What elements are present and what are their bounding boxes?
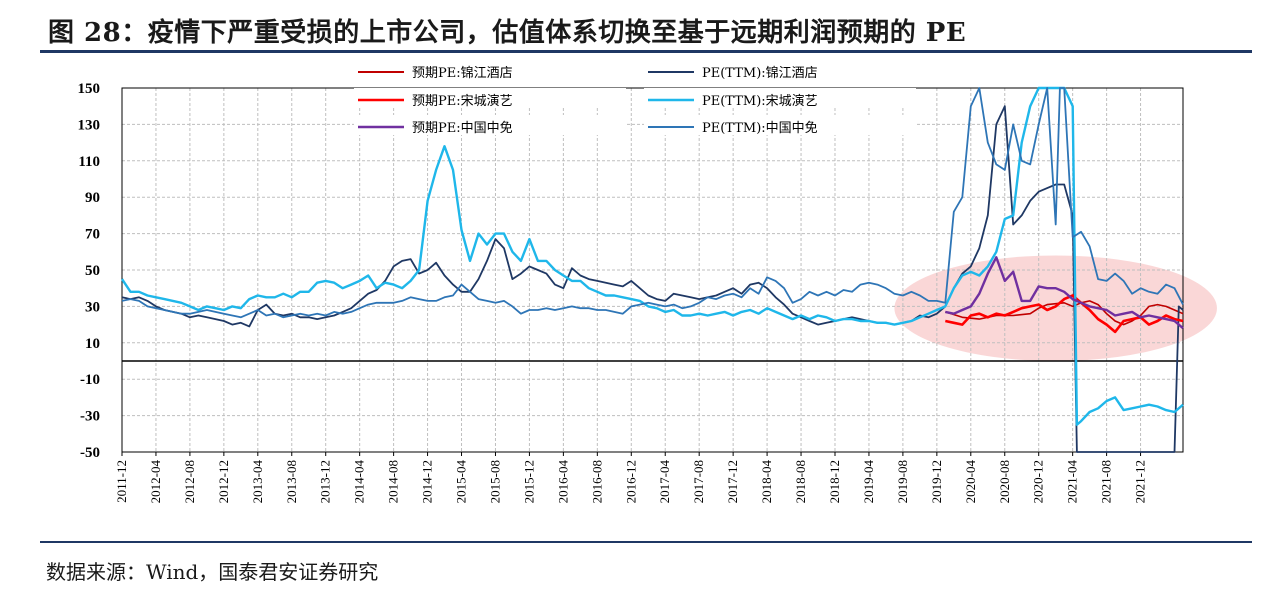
x-tick-label: 2013-08 xyxy=(284,460,299,503)
legend-label: PE(TTM):宋城演艺 xyxy=(702,93,818,109)
y-tick-label: -30 xyxy=(80,409,100,425)
x-tick-label: 2019-04 xyxy=(861,460,876,504)
legend-label: 预期PE:宋城演艺 xyxy=(412,93,513,109)
legend-bg xyxy=(644,60,916,80)
x-tick-label: 2016-12 xyxy=(623,460,638,503)
x-tick-label: 2016-08 xyxy=(589,460,604,503)
x-tick-label: 2012-04 xyxy=(148,460,163,504)
x-tick-label: 2020-12 xyxy=(1031,460,1046,503)
legend-label: PE(TTM):锦江酒店 xyxy=(702,66,818,81)
legend-bg xyxy=(354,88,626,108)
legend-bg xyxy=(644,88,916,108)
x-tick-label: 2013-12 xyxy=(318,460,333,503)
x-tick-label: 2011-12 xyxy=(114,460,129,503)
x-tick-label: 2021-08 xyxy=(1099,460,1114,503)
y-tick-label: -10 xyxy=(80,372,100,388)
y-tick-label: 10 xyxy=(85,336,100,352)
y-tick-label: 150 xyxy=(78,81,101,97)
axis-layer: 150 130 110 90 70 50 30 10 -10 -30 -50 2011-12 2012-… xyxy=(78,81,1184,503)
x-tick-label: 2020-04 xyxy=(963,460,978,504)
x-tick-label: 2017-08 xyxy=(691,460,706,503)
x-tick-label: 2019-08 xyxy=(895,460,910,503)
chart-title: 图 28：疫情下严重受损的上市公司，估值体系切换至基于远期利润预期的 PE xyxy=(48,18,967,48)
x-tick-label: 2019-12 xyxy=(929,460,944,503)
highlight-layer xyxy=(894,255,1217,361)
x-tick-label: 2015-04 xyxy=(454,460,469,504)
bottom-rule xyxy=(40,541,1252,543)
legend-bg xyxy=(354,60,626,80)
x-tick-label: 2018-08 xyxy=(793,460,808,503)
x-tick-label: 2016-04 xyxy=(555,460,570,504)
x-tick-label: 2014-12 xyxy=(420,460,435,503)
y-tick-label: 50 xyxy=(85,263,100,279)
y-tick-label: 30 xyxy=(85,299,100,315)
legend-bg xyxy=(354,115,626,135)
y-tick-label: 110 xyxy=(78,154,100,170)
y-tick-label: 70 xyxy=(85,227,100,243)
y-tick-label: 90 xyxy=(85,190,100,206)
grid-layer xyxy=(121,87,1183,453)
legend-label: PE(TTM):中国中免 xyxy=(702,121,818,136)
x-tick-label: 2021-04 xyxy=(1065,460,1080,504)
series-line-6 xyxy=(121,87,1184,319)
x-tick-label: 2015-12 xyxy=(521,460,536,503)
x-tick-label: 2014-08 xyxy=(386,460,401,503)
y-tick-label: -50 xyxy=(80,445,100,461)
x-tick-label: 2012-08 xyxy=(182,460,197,503)
series-line-2 xyxy=(121,105,1184,453)
legend-label: 预期PE:锦江酒店 xyxy=(412,66,513,81)
x-tick-label: 2020-08 xyxy=(997,460,1012,503)
x-tick-label: 2014-04 xyxy=(352,460,367,504)
legend-bg xyxy=(644,115,916,135)
x-tick-label: 2018-04 xyxy=(759,460,774,504)
x-tick-label: 2021-12 xyxy=(1133,460,1148,503)
x-tick-label: 2012-12 xyxy=(216,460,231,503)
legend-label: 预期PE:中国中免 xyxy=(412,121,513,136)
title-bar: 图 28：疫情下严重受损的上市公司，估值体系切换至基于远期利润预期的 PE xyxy=(40,8,1252,48)
x-tick-label: 2017-12 xyxy=(725,460,740,503)
series-line-3 xyxy=(945,294,1184,334)
x-tick-label: 2013-04 xyxy=(250,460,265,504)
highlight-ellipse xyxy=(894,255,1217,361)
series-layer xyxy=(121,86,1184,453)
series-line-5 xyxy=(945,256,1184,330)
source-note: 数据来源：Wind，国泰君安证券研究 xyxy=(46,560,379,584)
x-tick-label: 2015-08 xyxy=(487,460,502,503)
top-rule xyxy=(40,50,1252,53)
x-tick-label: 2017-04 xyxy=(657,460,672,504)
x-tick-label: 2018-12 xyxy=(827,460,842,503)
series-line-4 xyxy=(121,86,1184,426)
y-tick-label: 130 xyxy=(78,117,101,133)
